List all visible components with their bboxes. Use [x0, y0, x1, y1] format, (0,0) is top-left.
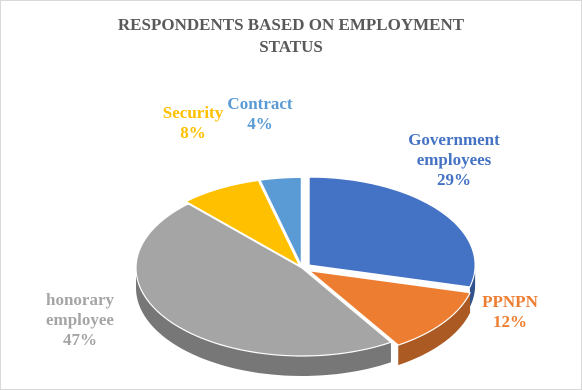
- pie-label-value-4: 4%: [247, 114, 273, 133]
- pie-side-0: [469, 265, 476, 307]
- pie-label-3: Security 8%: [163, 103, 224, 142]
- pie-tops: [135, 176, 476, 357]
- pie-label-text-0-1: employees: [417, 150, 492, 169]
- pie-label-text-0-0: Government: [408, 130, 500, 149]
- pie-slice-2: [135, 203, 392, 357]
- pie-label-text-2-1: employee: [46, 310, 114, 329]
- pie-label-text-4-0: Contract: [227, 94, 292, 113]
- pie-label-value-1: 12%: [493, 312, 527, 331]
- pie-slice-1: [308, 270, 471, 346]
- pie-label-value-2: 47%: [63, 330, 97, 349]
- pie-label-4: Contract 4%: [227, 94, 292, 133]
- pie-label-0: Government employees 29%: [408, 130, 500, 189]
- pie-slice-0: [308, 176, 476, 288]
- chart-title-line-1: RESPONDENTS BASED ON EMPLOYMENT: [117, 15, 465, 34]
- pie-slice-3: [185, 179, 301, 267]
- pie-label-text-1-0: PPNPN: [482, 292, 538, 311]
- chart-title: RESPONDENTS BASED ON EMPLOYMENT STATUS: [0, 14, 582, 58]
- pie-labels: Government employees 29%PPNPN 12%honorary em…: [46, 94, 539, 349]
- pie-label-value-3: 8%: [180, 123, 206, 142]
- pie-label-value-0: 29%: [437, 170, 471, 189]
- pie-label-text-2-0: honorary: [46, 290, 115, 309]
- pie-label-2: honorary employee 47%: [46, 290, 115, 349]
- pie-label-1: PPNPN 12%: [482, 292, 538, 331]
- pie-slice-4: [259, 176, 302, 266]
- chart-title-line-2: STATUS: [259, 37, 323, 56]
- pie-label-text-3-0: Security: [163, 103, 224, 122]
- pie-side-2: [136, 268, 391, 376]
